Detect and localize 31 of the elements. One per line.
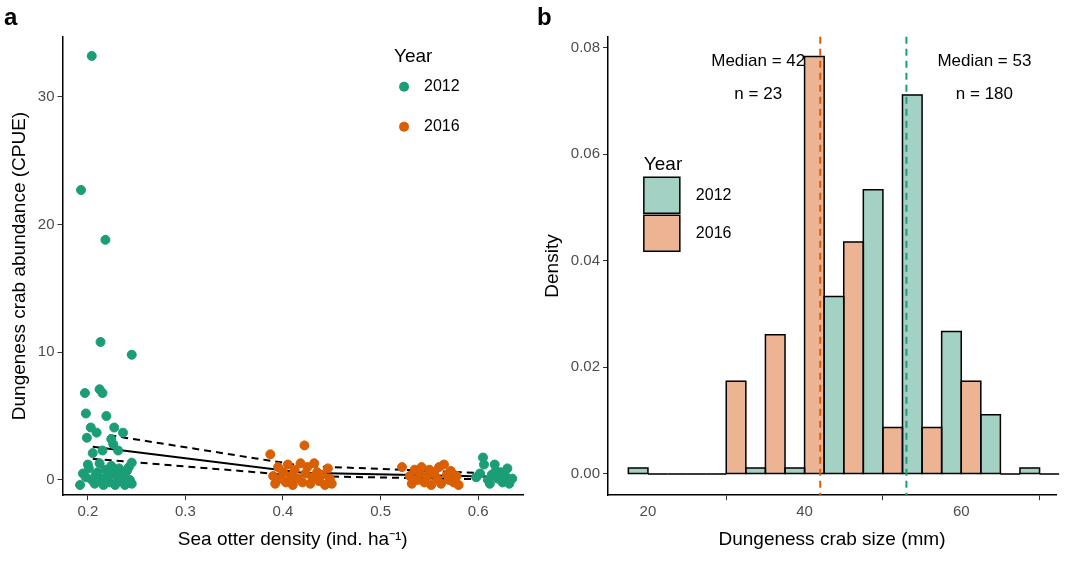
x-axis-title: Dungeness crab size (mm) <box>718 527 946 549</box>
chart-title: a <box>4 3 18 31</box>
y-axis-title: Density <box>540 233 562 298</box>
x-tick-label: 0.3 <box>174 502 196 520</box>
y-tick-label: 0.00 <box>570 464 600 482</box>
legend-label: 2016 <box>424 117 460 135</box>
ref-line-label: Median = 53 n = 180 <box>937 51 1032 104</box>
legend-title: Year <box>643 153 683 175</box>
legend-label: 2012 <box>424 77 460 95</box>
y-tick-label: 10 <box>37 342 55 360</box>
legend-label: 2016 <box>695 223 732 241</box>
x-tick-label: 0.2 <box>77 502 99 520</box>
ref-line-label: Median = 42 n = 23 <box>711 51 806 104</box>
y-tick-label: 0.02 <box>570 357 600 375</box>
chart-title: b <box>537 3 552 31</box>
x-axis-title: Sea otter density (ind. ha⁻¹) <box>177 527 408 549</box>
x-tick-label: 0.6 <box>467 502 489 520</box>
y-axis-title: Dungeness crab abundance (CPUE) <box>7 111 29 421</box>
x-tick-label: 20 <box>639 502 657 520</box>
x-tick-label: 40 <box>796 502 813 520</box>
x-tick-label: 60 <box>952 502 970 520</box>
y-tick-label: 20 <box>37 214 55 232</box>
legend-title: Year <box>394 45 434 67</box>
y-tick-label: 30 <box>37 86 55 104</box>
y-tick-label: 0 <box>46 470 55 488</box>
y-tick-label: 0.06 <box>570 144 600 162</box>
y-tick-label: 0.04 <box>570 250 600 268</box>
x-tick-label: 0.4 <box>272 502 294 520</box>
y-tick-label: 0.08 <box>570 37 600 55</box>
legend-label: 2012 <box>695 185 732 203</box>
x-tick-label: 0.5 <box>370 502 391 520</box>
